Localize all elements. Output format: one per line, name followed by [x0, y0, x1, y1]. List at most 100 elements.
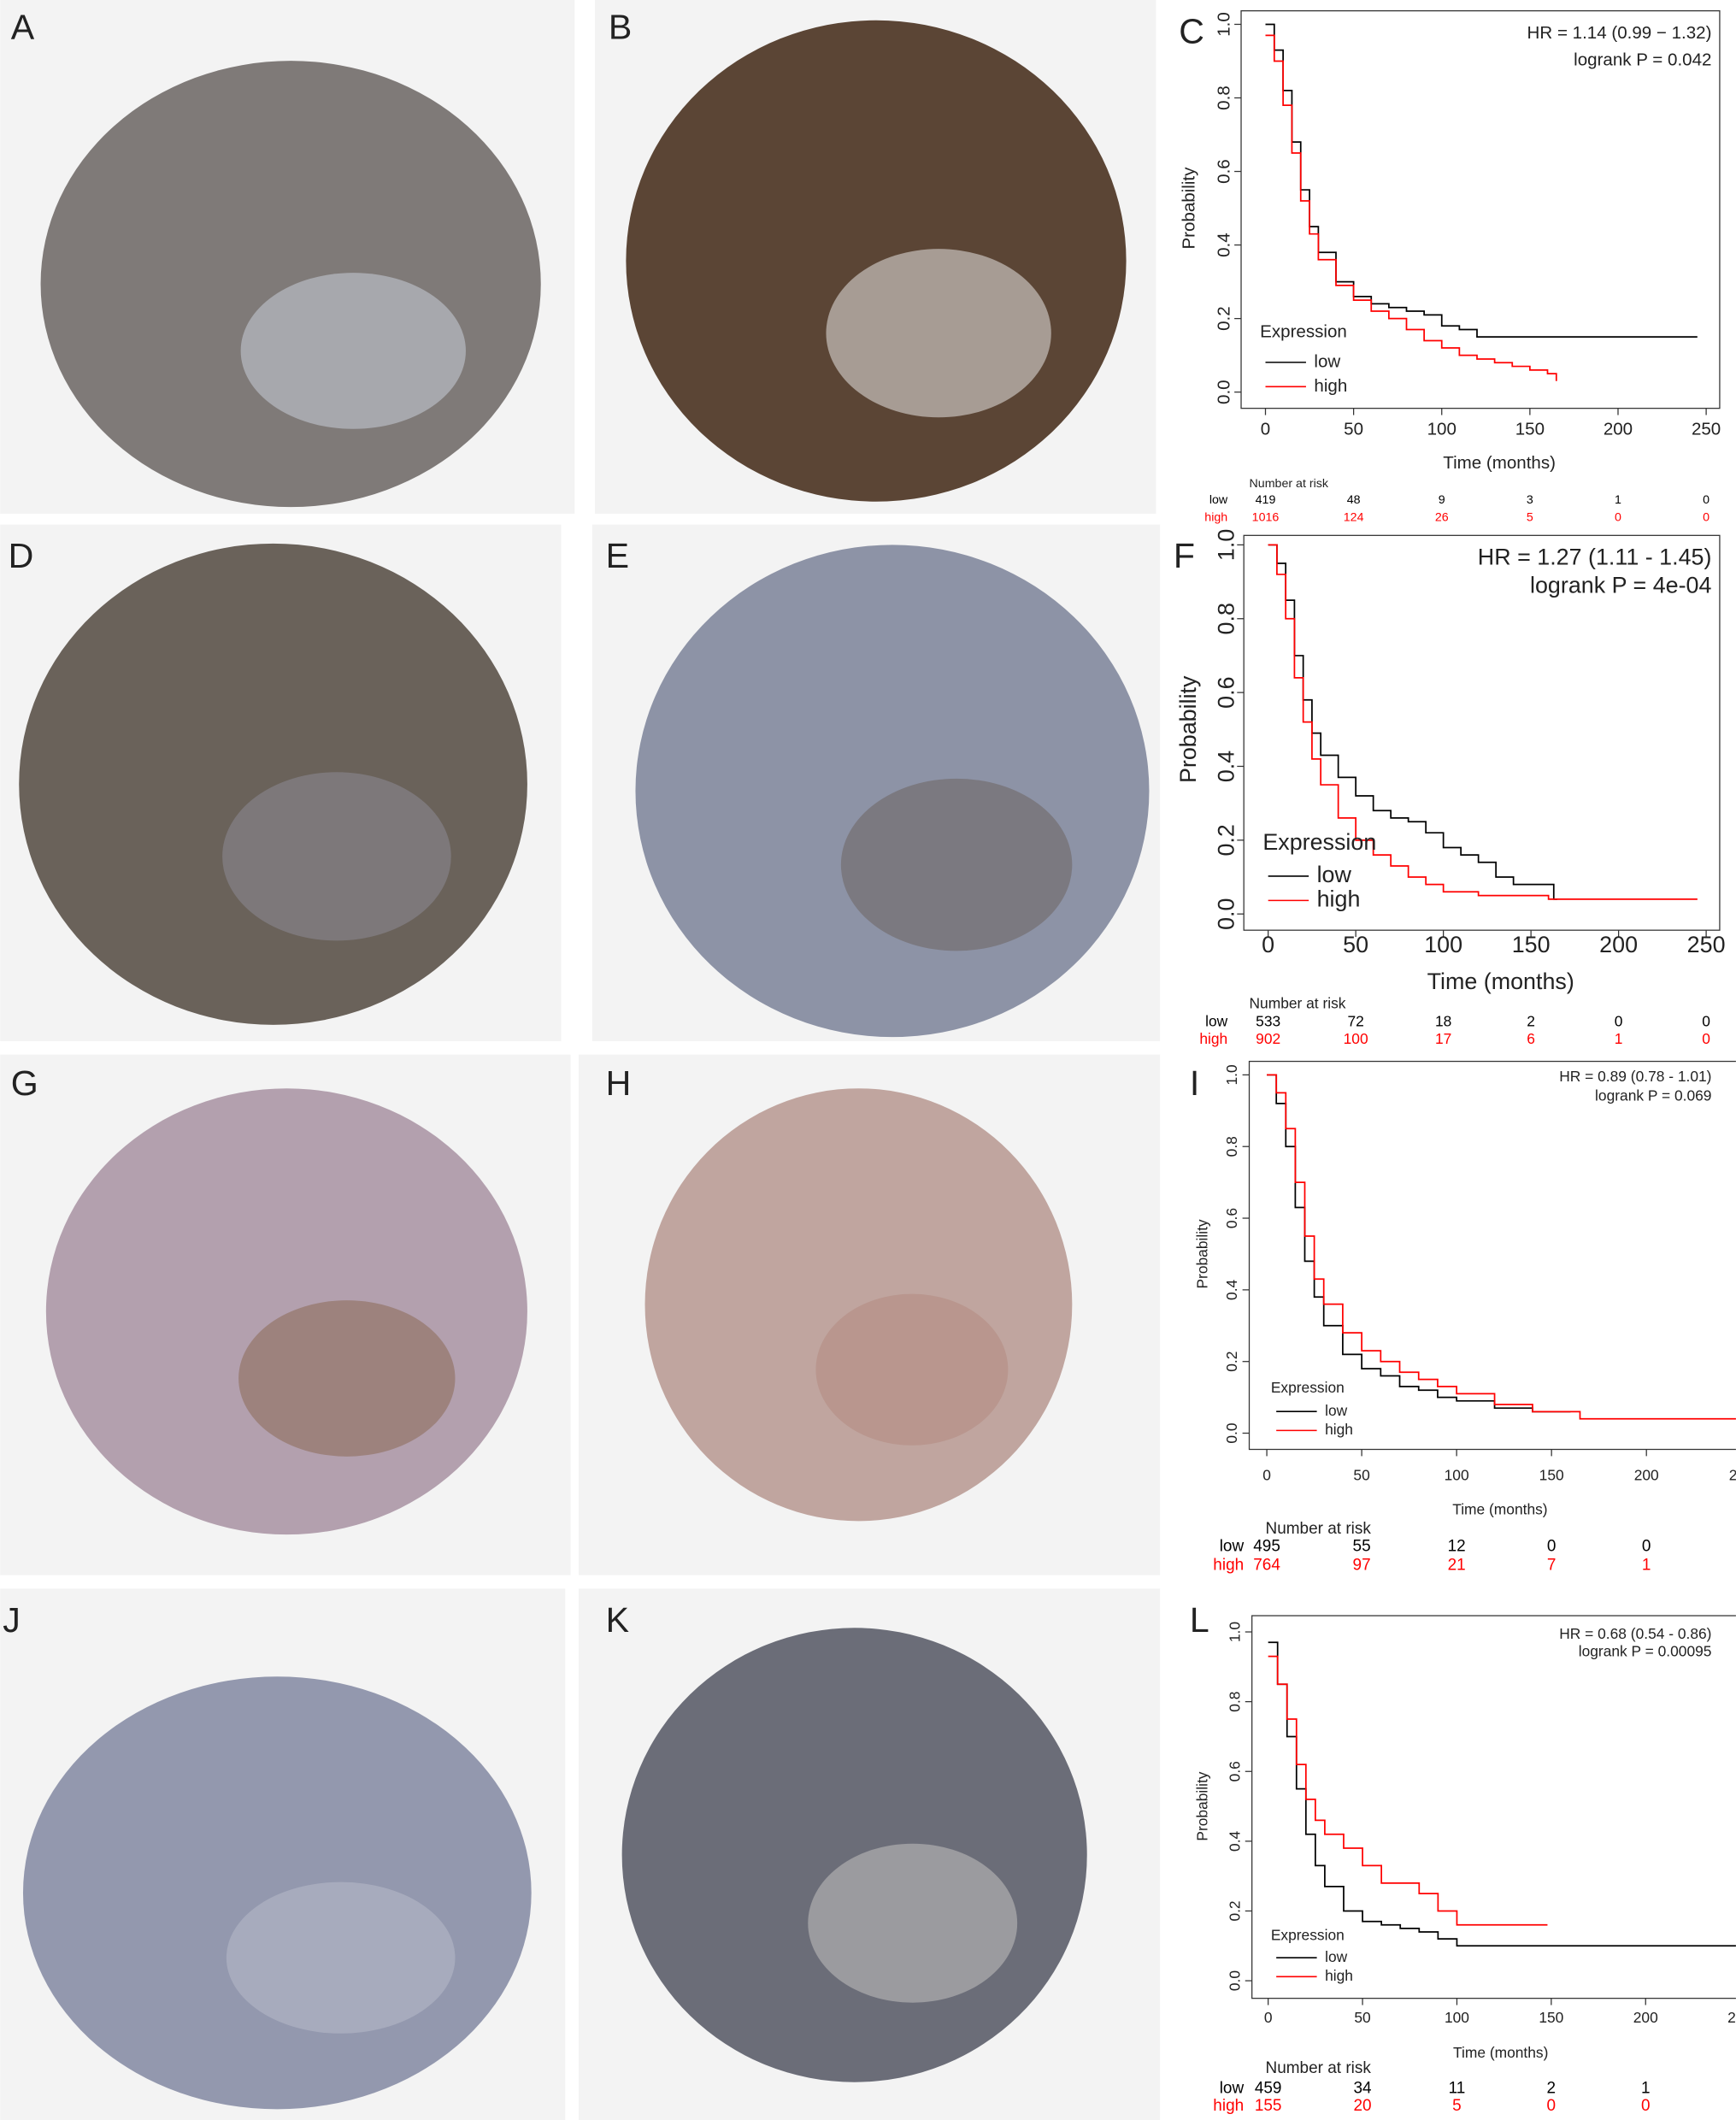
- risk-value: 100: [1344, 1030, 1368, 1047]
- legend-label: low: [1317, 862, 1352, 887]
- x-tick-label: 0: [1262, 1467, 1271, 1484]
- legend-label: high: [1325, 1421, 1353, 1438]
- legend-label: high: [1314, 376, 1347, 396]
- tissue-core: [19, 543, 527, 1025]
- risk-value: 155: [1255, 2097, 1282, 2115]
- risk-value: 55: [1353, 1537, 1371, 1555]
- risk-value: 0: [1547, 1537, 1557, 1555]
- x-tick-label: 250: [1729, 1467, 1736, 1484]
- x-tick-label: 200: [1634, 1467, 1659, 1484]
- hazard-ratio: HR = 1.14 (0.99 − 1.32): [1527, 23, 1712, 43]
- y-tick-label: 0.8: [1214, 85, 1233, 110]
- risk-value: 5: [1452, 2097, 1462, 2115]
- survival-curve: [1265, 23, 1698, 339]
- x-tick-label: 150: [1539, 2009, 1563, 2026]
- y-tick-label: 1.0: [1226, 1622, 1243, 1642]
- risk-value: 21: [1448, 1557, 1466, 1575]
- y-tick-label: 0.6: [1223, 1208, 1240, 1228]
- tissue-core: [644, 1088, 1073, 1522]
- x-tick-label: 250: [1692, 419, 1721, 439]
- y-tick-label: 0.2: [1214, 306, 1233, 331]
- legend-title: Expression: [1271, 1926, 1345, 1943]
- survival-curve: [1268, 544, 1698, 900]
- survival-curve: [1267, 1074, 1736, 1420]
- y-tick-label: 0.2: [1213, 824, 1239, 856]
- tissue-region: [815, 1293, 1009, 1446]
- tissue-region: [840, 778, 1073, 951]
- x-tick-label: 0: [1261, 419, 1270, 439]
- x-tick-label: 200: [1604, 419, 1633, 439]
- y-tick-label: 0.4: [1213, 751, 1239, 782]
- risk-value: 11: [1449, 2080, 1466, 2098]
- x-tick-label: 50: [1353, 1467, 1369, 1484]
- y-tick-label: 0.0: [1226, 1970, 1243, 1991]
- logrank-p: logrank P = 4e-04: [1530, 573, 1711, 598]
- y-tick-label: 0.0: [1213, 898, 1239, 929]
- risk-value: 0: [1702, 1030, 1710, 1047]
- risk-value: 2: [1547, 2080, 1557, 2098]
- y-axis-label: Probability: [1193, 1219, 1210, 1288]
- y-axis-label: Probability: [1175, 675, 1201, 783]
- tissue-region: [808, 1843, 1018, 2003]
- y-tick-label: 0.8: [1223, 1136, 1240, 1157]
- risk-value: 18: [1435, 1012, 1451, 1029]
- survival-chart: F HR = 1.27 (1.11 - 1.45) logrank P = 4e-0…: [1174, 529, 1726, 1047]
- y-axis-label: Probability: [1179, 167, 1198, 250]
- risk-value: 0: [1547, 2097, 1557, 2115]
- tissue-core: [40, 61, 541, 508]
- plot-frame: [1251, 1615, 1736, 1999]
- x-tick-label: 150: [1539, 1467, 1564, 1484]
- risk-value: 7: [1547, 1557, 1557, 1575]
- plot-frame: [1243, 534, 1721, 931]
- y-tick-label: 1.0: [1223, 1064, 1240, 1085]
- plot-frame: [1248, 1060, 1736, 1451]
- risk-value: 26: [1435, 511, 1449, 525]
- risk-value: 2: [1527, 1012, 1535, 1029]
- y-tick-label: 0.2: [1226, 1900, 1243, 1921]
- risk-row-label: low: [1209, 493, 1228, 507]
- hazard-ratio: HR = 0.68 (0.54 - 0.86): [1559, 1625, 1711, 1642]
- survival-chart: C HR = 1.14 (0.99 − 1.32) logrank P = 0.04…: [1179, 10, 1721, 525]
- risk-value: 20: [1354, 2097, 1372, 2115]
- risk-value: 124: [1344, 511, 1364, 525]
- risk-title: Number at risk: [1250, 995, 1346, 1012]
- legend-label: high: [1325, 1967, 1353, 1984]
- panel-label: B: [609, 8, 632, 47]
- risk-value: 5: [1527, 511, 1533, 525]
- plot-frame: [1240, 10, 1721, 409]
- risk-value: 3: [1527, 493, 1533, 507]
- x-axis-label: Time (months): [1443, 453, 1556, 473]
- risk-value: 9: [1439, 493, 1445, 507]
- risk-value: 764: [1253, 1557, 1280, 1575]
- legend-label: low: [1325, 1948, 1348, 1965]
- panel-label: G: [11, 1063, 38, 1103]
- survival-curve: [1268, 544, 1557, 900]
- x-tick-label: 250: [1727, 2009, 1736, 2026]
- y-tick-label: 0.6: [1226, 1761, 1243, 1781]
- risk-value: 419: [1256, 493, 1276, 507]
- survival-curve: [1268, 1641, 1736, 1947]
- x-tick-label: 50: [1354, 2009, 1370, 2026]
- risk-value: 12: [1448, 1537, 1466, 1555]
- risk-value: 902: [1256, 1030, 1280, 1047]
- risk-title: Number at risk: [1265, 1520, 1371, 1538]
- risk-value: 1: [1642, 1557, 1651, 1575]
- y-tick-label: 0.6: [1213, 676, 1239, 708]
- x-tick-label: 50: [1343, 932, 1368, 957]
- tissue-region: [240, 273, 466, 429]
- risk-value: 0: [1703, 511, 1710, 525]
- risk-row-label: high: [1213, 1557, 1244, 1575]
- panel-label: H: [606, 1063, 632, 1103]
- logrank-p: logrank P = 0.00095: [1579, 1642, 1712, 1659]
- risk-value: 495: [1253, 1537, 1280, 1555]
- y-tick-label: 0.2: [1223, 1352, 1240, 1372]
- y-tick-label: 1.0: [1214, 12, 1233, 37]
- x-tick-label: 250: [1687, 932, 1726, 957]
- risk-row-label: low: [1220, 2080, 1245, 2098]
- risk-row-label: high: [1213, 2097, 1244, 2115]
- panel-label: I: [1190, 1063, 1199, 1103]
- x-tick-label: 100: [1445, 1467, 1469, 1484]
- survival-curve: [1265, 34, 1557, 381]
- panel-label: D: [9, 536, 34, 575]
- risk-value: 533: [1256, 1012, 1280, 1029]
